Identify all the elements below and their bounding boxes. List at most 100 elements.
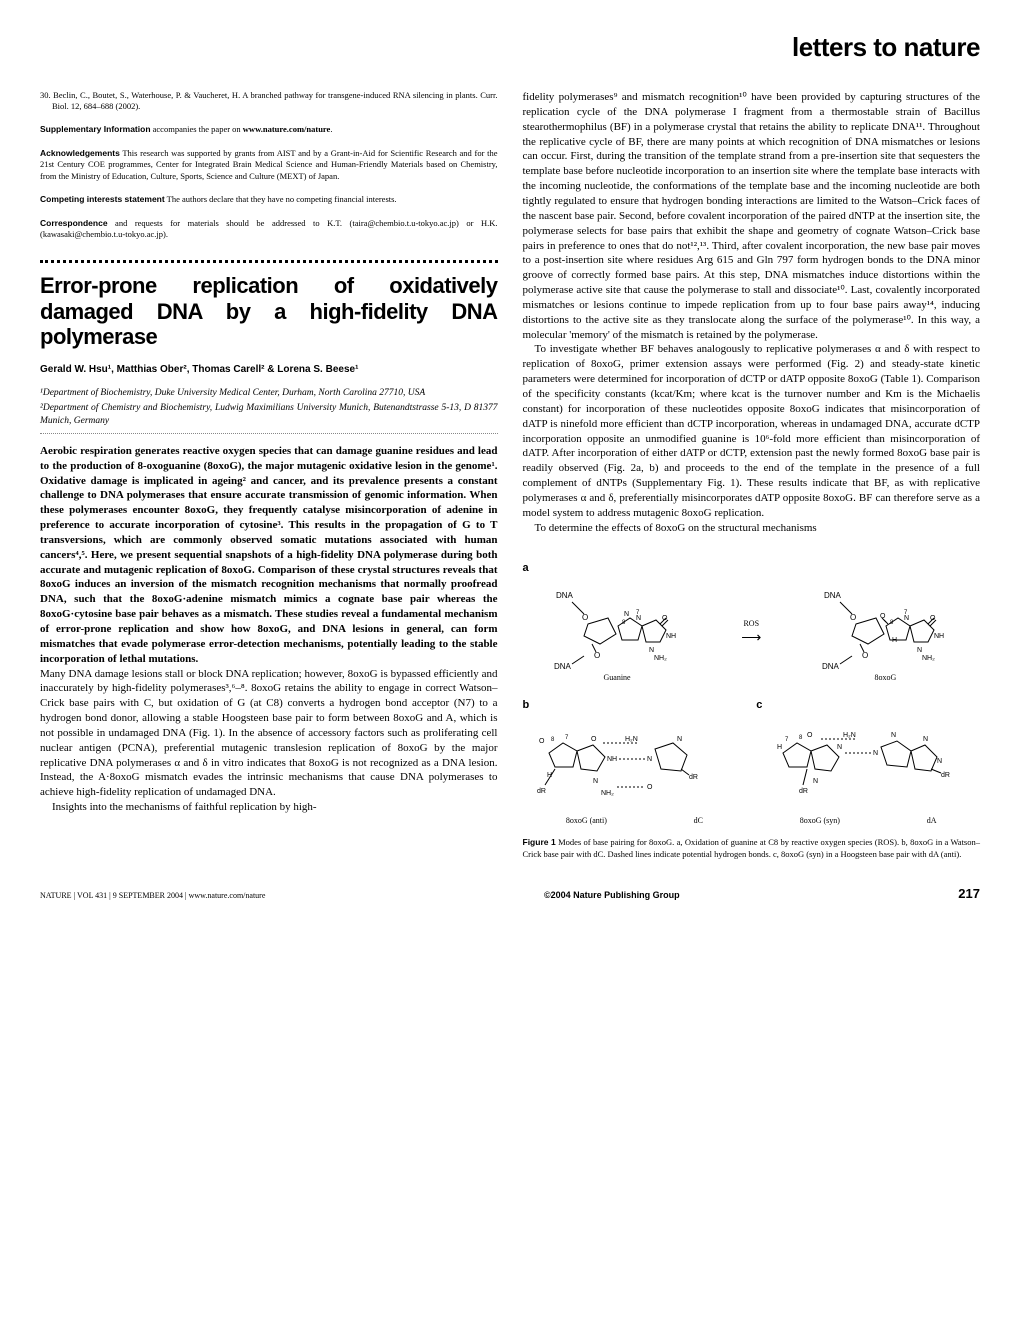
correspondence: Correspondence and requests for material… bbox=[40, 218, 498, 241]
figure-1-panel-c: c 7 8 H O N dR N bbox=[756, 698, 980, 827]
panel-a-structures: DNA O O DNA N bbox=[523, 576, 981, 692]
guanine-label: Guanine bbox=[552, 673, 682, 684]
svg-text:N: N bbox=[917, 647, 922, 654]
svg-text:N: N bbox=[647, 756, 652, 763]
panel-c-svg: 7 8 H O N dR N H₂N N bbox=[763, 713, 973, 813]
svg-text:O: O bbox=[591, 736, 597, 743]
acknowledgements: Acknowledgements This research was suppo… bbox=[40, 148, 498, 182]
svg-text:dR: dR bbox=[799, 788, 808, 795]
svg-text:H₂N: H₂N bbox=[625, 736, 638, 743]
oxog-anti-label: 8oxoG (anti) bbox=[566, 816, 607, 827]
figure-1-panels-bc: b O 8 7 H dR O NH bbox=[523, 698, 981, 827]
svg-text:O: O bbox=[807, 732, 813, 739]
svg-text:O: O bbox=[594, 651, 600, 660]
authors: Gerald W. Hsu¹, Matthias Ober², Thomas C… bbox=[40, 363, 498, 377]
svg-text:dR: dR bbox=[689, 774, 698, 781]
svg-text:NH₂: NH₂ bbox=[922, 655, 935, 662]
left-body: Many DNA damage lesions stall or block D… bbox=[40, 667, 498, 815]
competing-text: The authors declare that they have no co… bbox=[165, 194, 397, 204]
panel-b-struct: O 8 7 H dR O NH N NH₂ bbox=[523, 713, 747, 828]
panel-b-label: b bbox=[523, 699, 530, 711]
svg-text:N: N bbox=[649, 647, 654, 654]
main-columns: 30. Beclin, C., Boutet, S., Waterhouse, … bbox=[40, 90, 980, 860]
svg-text:O: O bbox=[862, 651, 868, 660]
ros-label: ROS bbox=[733, 619, 769, 630]
svg-text:N: N bbox=[923, 736, 928, 743]
da-label: dA bbox=[927, 816, 937, 827]
fig1-caption-heading: Figure 1 bbox=[523, 837, 556, 847]
corr-text: and requests for materials should be add… bbox=[40, 218, 498, 239]
page-number: 217 bbox=[958, 885, 980, 903]
figure-1: a DNA O O DNA bbox=[523, 555, 981, 860]
panel-c-label: c bbox=[756, 699, 762, 711]
svg-text:H: H bbox=[777, 744, 782, 751]
svg-text:N: N bbox=[593, 778, 598, 785]
abstract: Aerobic respiration generates reactive o… bbox=[40, 444, 498, 667]
svg-text:8: 8 bbox=[551, 737, 555, 743]
ros-arrow: ROS ⟶ bbox=[733, 619, 769, 649]
affiliation-1: ¹Department of Biochemistry, Duke Univer… bbox=[40, 387, 498, 399]
oxog-svg: DNA O O DNA O bbox=[820, 584, 950, 669]
svg-text:N: N bbox=[873, 750, 878, 757]
suppl-label: Supplementary Information bbox=[40, 124, 151, 134]
right-body: fidelity polymerases⁹ and mismatch recog… bbox=[523, 90, 981, 535]
svg-text:N: N bbox=[891, 732, 896, 739]
svg-text:N: N bbox=[837, 744, 842, 751]
svg-text:NH: NH bbox=[934, 633, 944, 640]
svg-text:N: N bbox=[636, 615, 641, 622]
oxog-structure: DNA O O DNA O bbox=[820, 584, 950, 684]
svg-text:N: N bbox=[937, 758, 942, 765]
right-column: fidelity polymerases⁹ and mismatch recog… bbox=[523, 90, 981, 860]
svg-text:NH₂: NH₂ bbox=[601, 790, 614, 797]
figure-1-panel-b: b O 8 7 H dR O NH bbox=[523, 698, 747, 827]
suppl-text: accompanies the paper on bbox=[151, 124, 243, 134]
thin-separator bbox=[40, 433, 498, 434]
dc-label: dC bbox=[694, 816, 703, 827]
right-body-p2: To investigate whether BF behaves analog… bbox=[523, 342, 981, 520]
svg-text:H₂N: H₂N bbox=[843, 732, 856, 739]
svg-text:O: O bbox=[539, 738, 545, 745]
competing-interests: Competing interests statement The author… bbox=[40, 194, 498, 205]
arrow-icon: ⟶ bbox=[733, 630, 769, 649]
svg-text:DNA: DNA bbox=[824, 591, 842, 600]
right-body-p1: fidelity polymerases⁹ and mismatch recog… bbox=[523, 90, 981, 342]
svg-text:N: N bbox=[813, 778, 818, 785]
supplementary-info: Supplementary Information accompanies th… bbox=[40, 124, 498, 135]
reference-30: 30. Beclin, C., Boutet, S., Waterhouse, … bbox=[40, 90, 498, 112]
guanine-structure: DNA O O DNA N bbox=[552, 584, 682, 684]
fig1-caption-text: Modes of base pairing for 8oxoG. a, Oxid… bbox=[523, 837, 981, 858]
svg-text:N: N bbox=[677, 736, 682, 743]
panel-a-label: a bbox=[523, 562, 529, 574]
svg-text:DNA: DNA bbox=[554, 662, 572, 669]
ack-label: Acknowledgements bbox=[40, 148, 120, 158]
footer-copyright: ©2004 Nature Publishing Group bbox=[544, 889, 680, 901]
suppl-url: www.nature.com/nature bbox=[243, 124, 331, 134]
affiliation-2: ²Department of Chemistry and Biochemistr… bbox=[40, 402, 498, 427]
page-footer: NATURE | VOL 431 | 9 SEPTEMBER 2004 | ww… bbox=[40, 885, 980, 903]
panel-c-struct: 7 8 H O N dR N H₂N N bbox=[756, 713, 980, 828]
oxog-syn-label: 8oxoG (syn) bbox=[800, 816, 840, 827]
svg-text:7: 7 bbox=[565, 735, 569, 741]
left-body-p1: Many DNA damage lesions stall or block D… bbox=[40, 667, 498, 801]
article-title: Error-prone replication of oxidatively d… bbox=[40, 273, 498, 349]
svg-text:O: O bbox=[647, 784, 653, 791]
svg-text:DNA: DNA bbox=[822, 662, 840, 669]
svg-text:dR: dR bbox=[941, 772, 950, 779]
article-separator bbox=[40, 260, 498, 263]
oxog-label-a: 8oxoG bbox=[820, 673, 950, 684]
svg-text:dR: dR bbox=[537, 788, 546, 795]
svg-text:H: H bbox=[892, 637, 897, 644]
svg-text:O: O bbox=[582, 613, 588, 622]
svg-text:O: O bbox=[850, 613, 856, 622]
svg-text:NH: NH bbox=[666, 633, 676, 640]
left-column: 30. Beclin, C., Boutet, S., Waterhouse, … bbox=[40, 90, 498, 860]
corr-label: Correspondence bbox=[40, 218, 108, 228]
left-body-p2: Insights into the mechanisms of faithful… bbox=[40, 800, 498, 815]
panel-b-svg: O 8 7 H dR O NH N NH₂ bbox=[529, 713, 739, 813]
svg-text:N: N bbox=[904, 615, 909, 622]
competing-label: Competing interests statement bbox=[40, 194, 165, 204]
svg-text:NH: NH bbox=[607, 756, 617, 763]
svg-text:NH₂: NH₂ bbox=[654, 655, 667, 662]
right-body-p3: To determine the effects of 8oxoG on the… bbox=[523, 521, 981, 536]
guanine-svg: DNA O O DNA N bbox=[552, 584, 682, 669]
